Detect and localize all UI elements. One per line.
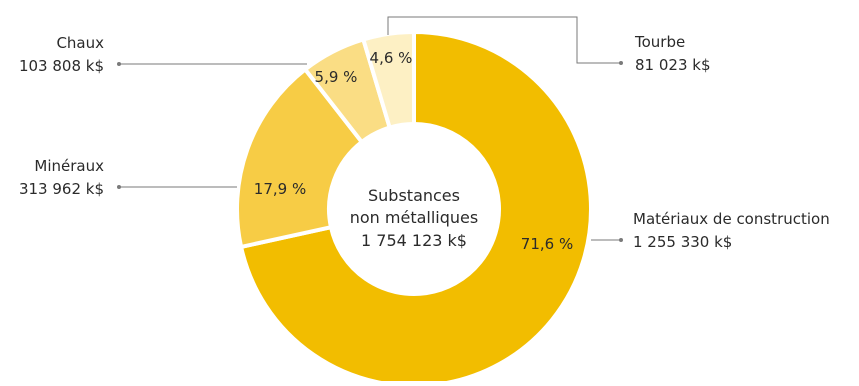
- slices-layer: [235, 30, 593, 386]
- slice-percent-label: 17,9 %: [254, 180, 306, 198]
- leader-dot: [117, 185, 121, 189]
- callout-value: 103 808 k$: [19, 57, 104, 75]
- donut-slice: [361, 30, 416, 130]
- callout-name: Matériaux de construction: [633, 210, 830, 228]
- leader-lines-layer: [117, 16, 623, 242]
- center-label-line: non métalliques: [350, 208, 478, 227]
- slice-percent-label: 5,9 %: [315, 68, 358, 86]
- donut-slice: [239, 30, 593, 386]
- center-label-line: Substances: [368, 186, 460, 205]
- callout-value: 1 255 330 k$: [633, 233, 732, 251]
- leader-dot: [619, 61, 623, 65]
- center-total-value: 1 754 123 k$: [361, 231, 467, 250]
- slice-percent-label: 71,6 %: [521, 235, 573, 253]
- callout-value: 313 962 k$: [19, 180, 104, 198]
- slice-percent-label: 4,6 %: [370, 49, 413, 67]
- callout-name: Chaux: [56, 34, 104, 52]
- donut-slice: [235, 67, 364, 249]
- leader-dot: [117, 62, 121, 66]
- callout-name: Minéraux: [34, 157, 104, 175]
- leader-dot: [619, 238, 623, 242]
- callout-name: Tourbe: [634, 33, 685, 51]
- callout-value: 81 023 k$: [635, 56, 710, 74]
- leader-line: [387, 16, 621, 64]
